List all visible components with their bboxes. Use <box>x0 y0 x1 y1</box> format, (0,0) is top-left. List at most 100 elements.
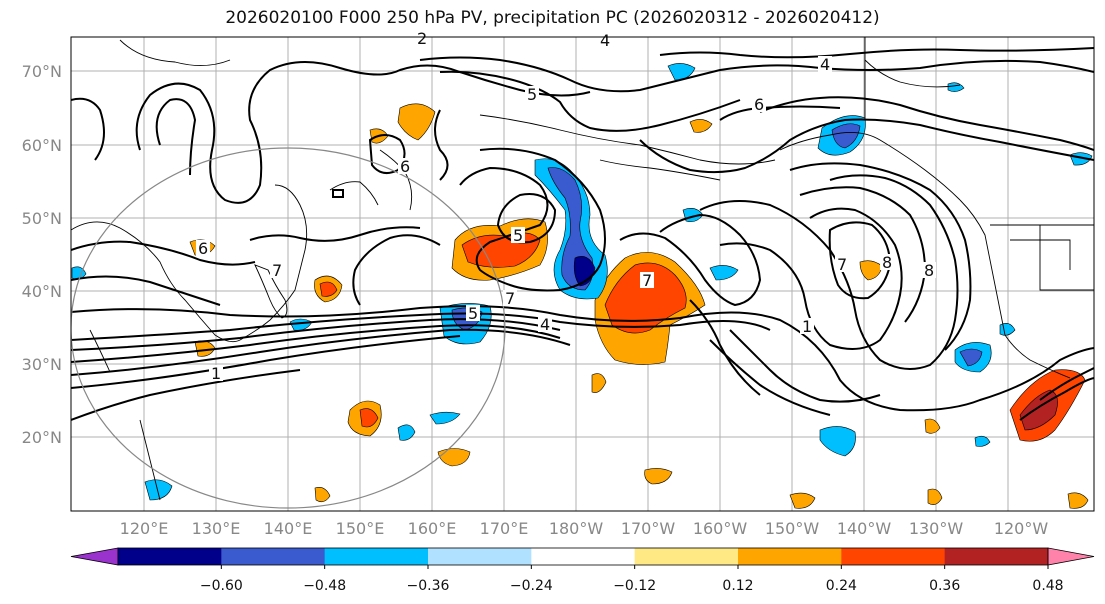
colorbar-segment <box>634 548 739 565</box>
pv-contour <box>719 207 903 350</box>
contour-label: 7 <box>272 261 282 280</box>
lon-label: 140°E <box>264 519 313 538</box>
pv-contour <box>439 70 741 132</box>
precip-negative-blob <box>429 411 461 425</box>
lat-label: 40°N <box>22 282 62 301</box>
lat-label: 60°N <box>22 136 62 155</box>
lon-label: 130°W <box>909 519 964 538</box>
precip-positive-blob <box>397 103 436 141</box>
map-frame <box>70 36 1095 512</box>
pv-contour <box>639 118 1094 174</box>
contour-label: 6 <box>754 95 764 114</box>
colorbar-tick-label: 0.48 <box>1032 578 1063 594</box>
precip-negative-blob <box>144 479 173 501</box>
pv-contour <box>71 369 301 421</box>
precip-positive-blob <box>924 418 941 434</box>
pv-contour <box>71 97 105 161</box>
precip-positive-core <box>319 281 338 297</box>
precip-positive-core <box>359 408 379 428</box>
pv-contour <box>496 193 557 244</box>
pv-contour <box>368 134 406 175</box>
colorbar-segment <box>944 548 1049 565</box>
map-title: 2026020100 F000 250 hPa PV, precipitatio… <box>225 8 880 28</box>
pv-contour <box>659 47 1094 59</box>
colorbar: −0.60 −0.48 −0.36 −0.24 −0.12 0.12 0.24 0.36 0.4… <box>70 547 1095 594</box>
precip-positive-blob <box>314 487 331 503</box>
contour-label: 6 <box>400 157 410 176</box>
contour-label: 6 <box>198 239 208 258</box>
lat-label: 20°N <box>22 428 62 447</box>
lon-label: 120°E <box>120 519 169 538</box>
colorbar-segment <box>841 548 946 565</box>
coastlines <box>71 37 1094 501</box>
colorbar-tick-label: 0.36 <box>929 578 960 594</box>
precip-positive-blob <box>591 373 607 393</box>
precip-negative-blob <box>999 323 1016 336</box>
pv-contour <box>789 162 972 351</box>
pv-contour <box>729 329 881 403</box>
precip-negative-blob <box>974 435 991 447</box>
lon-label: 170°W <box>621 519 676 538</box>
lat-label: 50°N <box>22 209 62 228</box>
contour-label: 7 <box>837 255 847 274</box>
pv-contour <box>459 147 606 292</box>
pv-contour <box>71 240 256 266</box>
pv-contour <box>71 275 221 306</box>
precip-positive-blob <box>927 488 943 505</box>
colorbar-tick-label: 0.24 <box>826 578 857 594</box>
precip-negative-blob <box>947 82 965 92</box>
lat-label: 70°N <box>22 62 62 81</box>
precip-positive-blob <box>1067 492 1089 509</box>
pv-contour <box>332 189 344 198</box>
contour-label: 4 <box>820 55 830 74</box>
pv-contour <box>1019 377 1094 421</box>
precip-negative-mid <box>959 348 983 367</box>
colorbar-tick-label: −0.12 <box>613 578 656 594</box>
precip-positive-blob <box>859 260 883 281</box>
contour-label: 5 <box>513 226 523 245</box>
lon-label: 160°W <box>693 519 748 538</box>
latitude-labels: 70°N 60°N 50°N 40°N 30°N 20°N <box>22 62 62 447</box>
precip-positive-blob <box>689 119 713 133</box>
lon-label: 140°W <box>837 519 892 538</box>
precip-positive-blob <box>644 468 673 485</box>
pv-contour <box>155 98 197 176</box>
contour-label: 1 <box>211 364 221 383</box>
colorbar-segment <box>118 548 222 565</box>
colorbar-outline <box>117 547 1049 566</box>
contour-label: 8 <box>924 261 934 280</box>
contour-label: 4 <box>600 31 610 50</box>
contour-label: 8 <box>882 253 892 272</box>
lon-label: 160°E <box>408 519 457 538</box>
precip-negative-blob <box>819 426 856 457</box>
lon-label: 170°E <box>480 519 529 538</box>
contour-label: 7 <box>505 289 515 308</box>
lat-label: 30°N <box>22 355 62 374</box>
pv-contour <box>699 174 959 370</box>
pv-contour <box>419 56 1094 93</box>
pv-contour <box>71 324 561 363</box>
pv-contour <box>71 312 771 341</box>
pv-contours <box>71 47 1094 421</box>
pv-contour <box>434 109 449 181</box>
colorbar-segment <box>738 548 842 565</box>
pv-contour <box>689 299 761 396</box>
lon-label: 150°W <box>765 519 820 538</box>
precip-positive-core <box>1019 389 1058 431</box>
colorbar-tick-label: −0.24 <box>510 578 553 594</box>
contour-label: 7 <box>642 271 652 290</box>
range-circle <box>71 147 506 509</box>
precip-positive-core <box>604 262 687 334</box>
colorbar-extend-low <box>70 547 119 566</box>
pv-contour <box>828 221 892 300</box>
lon-label: 150°E <box>336 519 385 538</box>
pv-contour <box>71 318 561 351</box>
contour-label: 1 <box>802 317 812 336</box>
colorbar-segment <box>221 548 326 565</box>
longitude-labels: 120°E 130°E 140°E 150°E 160°E 170°E 180°… <box>120 519 1049 538</box>
pv-contour <box>619 213 762 307</box>
colorbar-segment <box>428 548 532 565</box>
contour-labels: 2 4 4 5 5 6 6 7 7 7 1 1 5 4 7 8 8 6 <box>196 29 936 383</box>
pv-contour <box>71 335 461 389</box>
